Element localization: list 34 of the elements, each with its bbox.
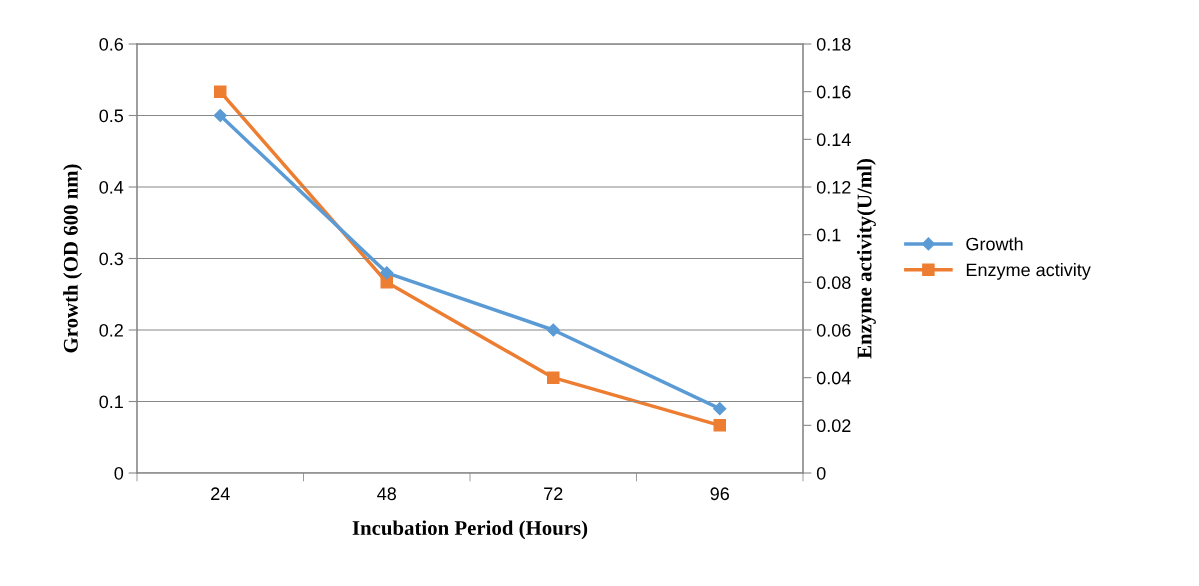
y-tick-label: 0 [114, 466, 124, 480]
y2-tick-label: 0.1 [816, 228, 841, 242]
x-tick-label: 96 [710, 487, 729, 501]
x-tick-label: 48 [377, 487, 397, 501]
y-tick-label: 0.1 [99, 395, 123, 409]
x-tick-label: 72 [544, 487, 563, 500]
y2-tick-label: 0.02 [816, 419, 851, 433]
point [213, 108, 227, 123]
point [713, 402, 727, 416]
y2-tick-label: 0.16 [816, 85, 851, 99]
point [713, 419, 727, 432]
y-tick-label: 0.4 [99, 180, 124, 194]
x-axis-title: Incubation Period (Hours) [352, 520, 588, 540]
y-tick-label: 0.3 [99, 252, 124, 266]
y-axis-title: Growth (OD 600 nm) [63, 164, 83, 353]
y2-tick-label: 0.08 [816, 276, 851, 290]
point [546, 371, 560, 384]
y-tick-label: 0.6 [99, 37, 124, 51]
y2-tick-label: 0.12 [816, 180, 851, 194]
y2-tick-label: 0.18 [816, 37, 851, 51]
point [380, 276, 394, 289]
point [380, 266, 394, 280]
y-tick-label: 0.5 [99, 109, 124, 123]
x-tick-label: 24 [211, 487, 230, 500]
y2-tick-label: 0 [816, 466, 826, 480]
legend-label: Growth [966, 237, 1023, 251]
point [546, 323, 560, 337]
point [213, 85, 227, 98]
legend-label: Enzyme activity [966, 263, 1091, 280]
y2-tick-label: 0.06 [816, 323, 851, 337]
y2-axis-title: Enzyme activity(U/ml) [856, 159, 876, 359]
y2-tick-label: 0.04 [816, 371, 851, 385]
y2-tick-label: 0.14 [816, 133, 851, 147]
y-tick-label: 0.2 [99, 323, 123, 337]
